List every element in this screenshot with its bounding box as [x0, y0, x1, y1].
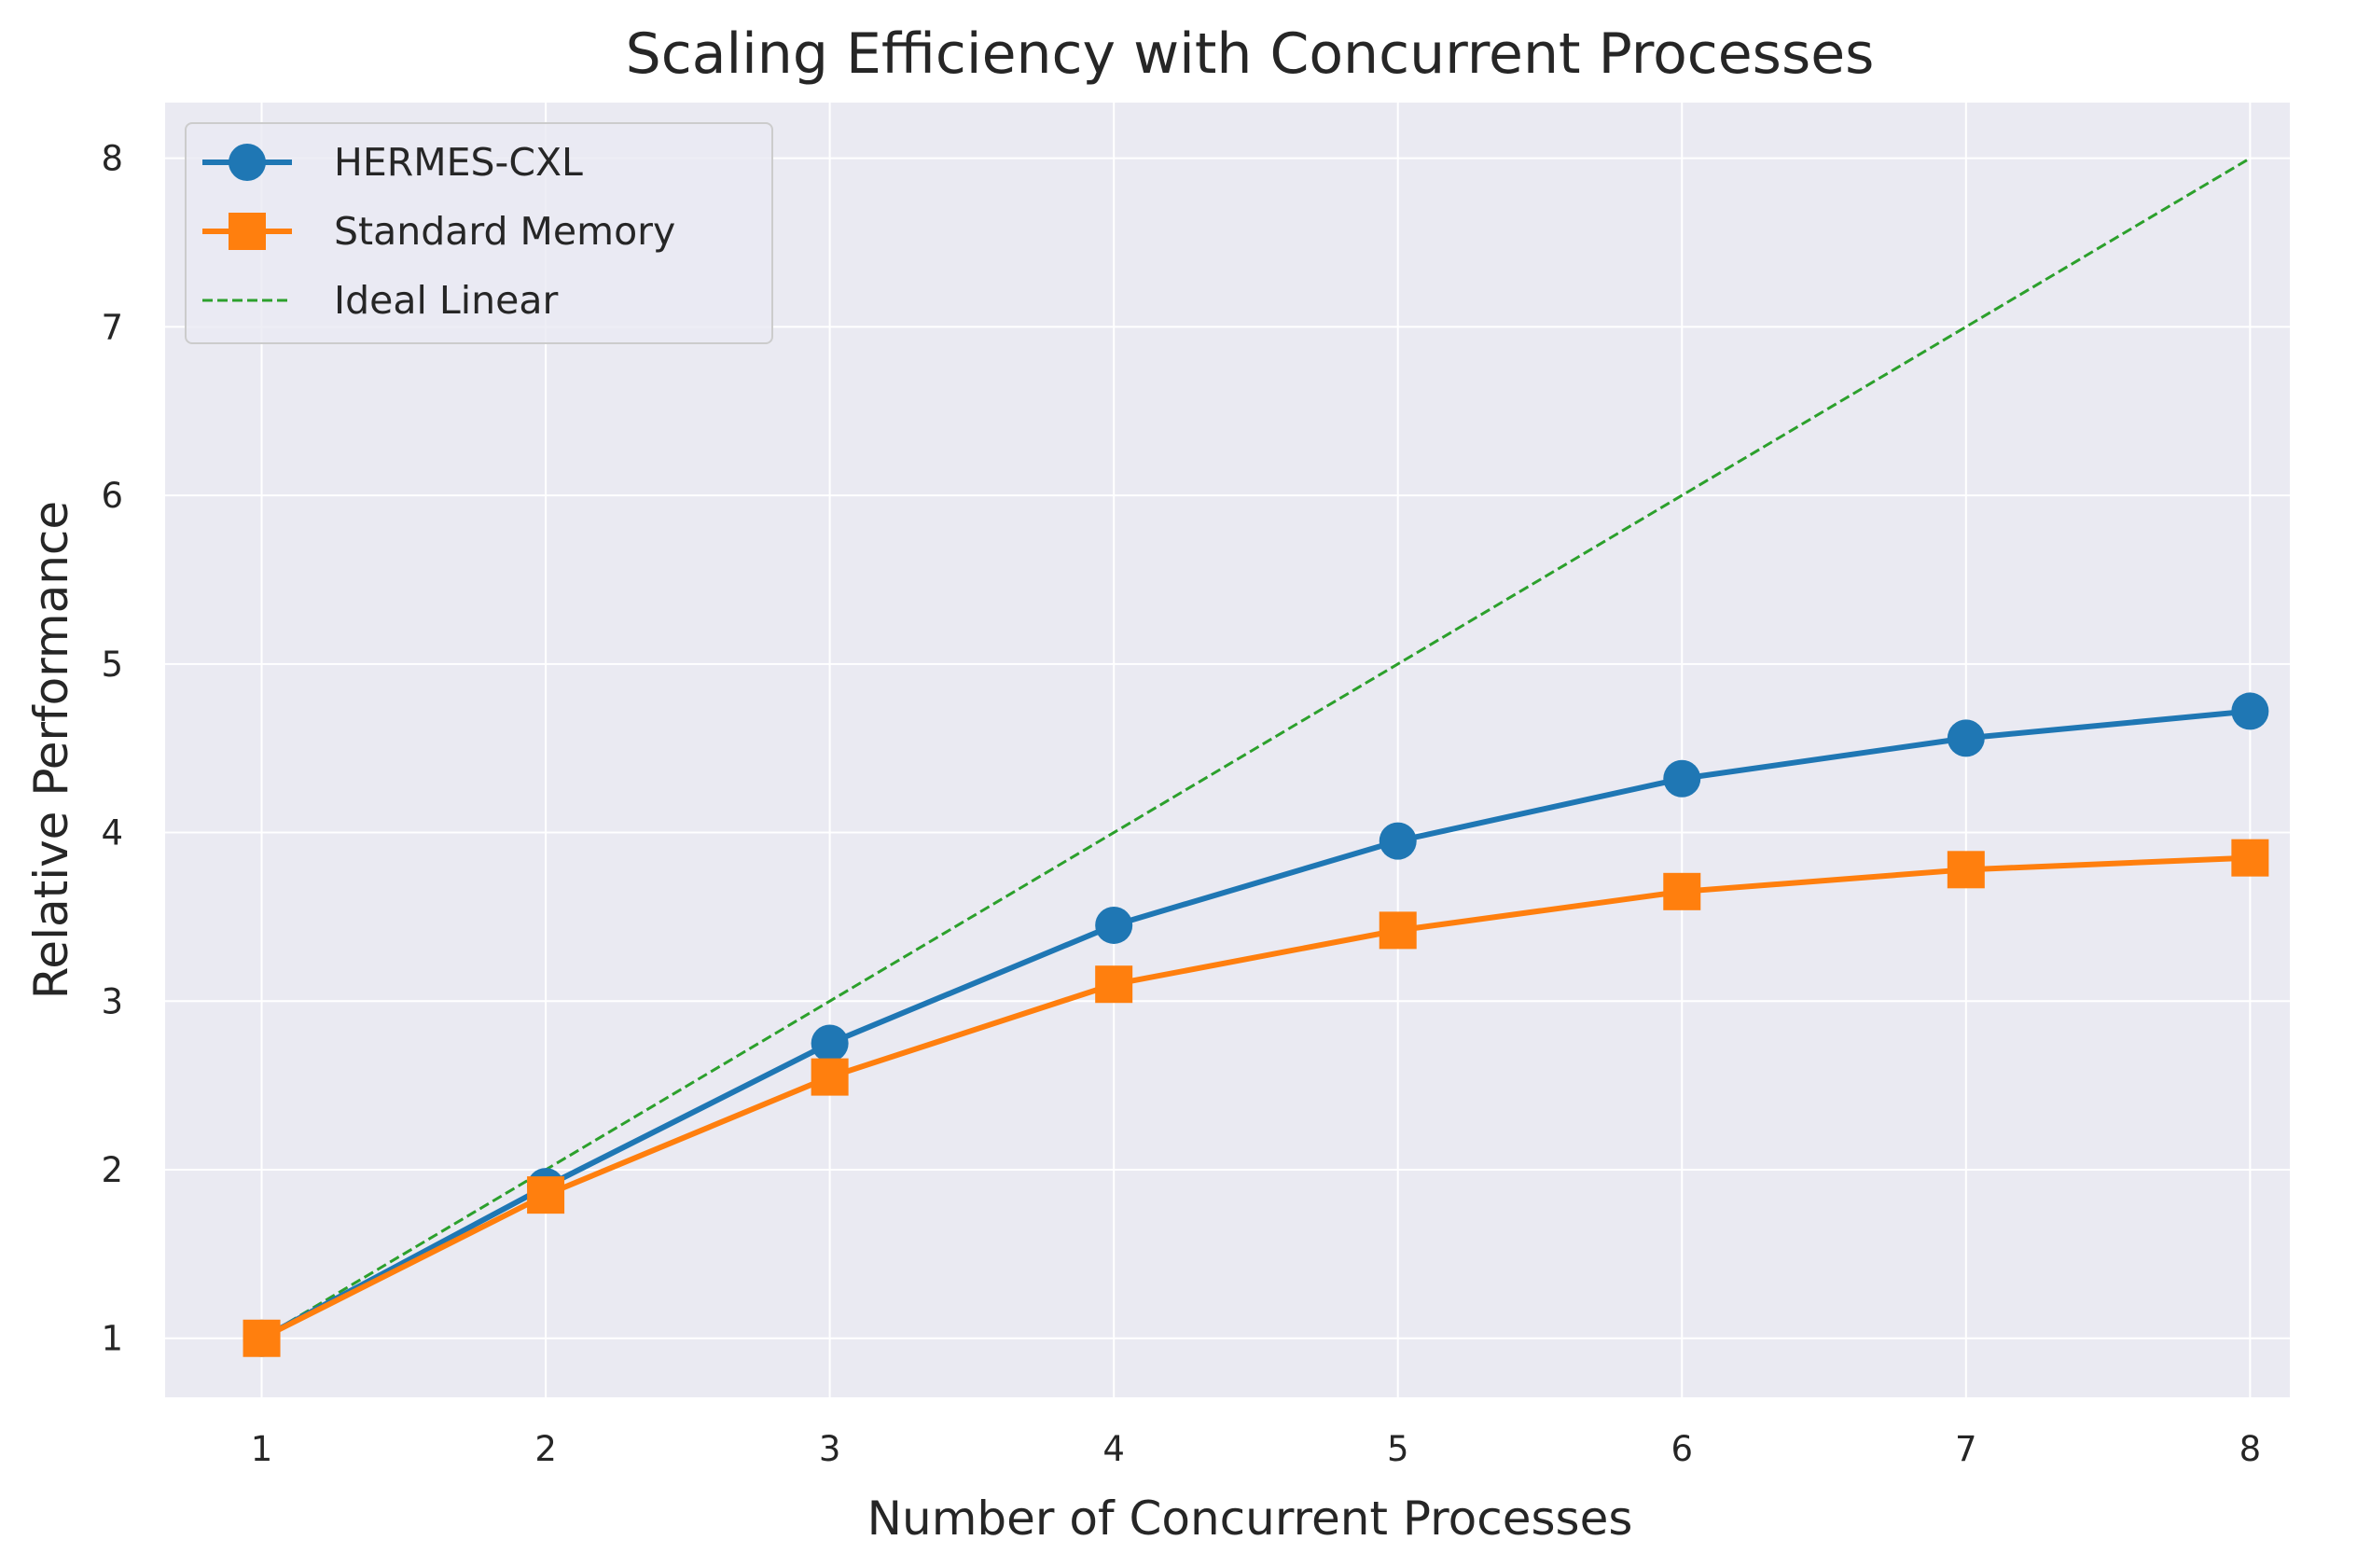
point-standard-memory: [527, 1176, 565, 1214]
point-standard-memory: [1947, 851, 1985, 889]
y-tick-label: 2: [101, 1150, 123, 1190]
series-layer: [243, 157, 2269, 1357]
legend-entries: HERMES-CXL Standard Memory Ideal Linear: [202, 140, 675, 323]
legend-label-standard-memory: Standard Memory: [334, 209, 675, 254]
point-hermes-cxl: [1947, 719, 1985, 757]
y-tick-label: 6: [101, 476, 123, 516]
legend-marker-hermes-cxl: [229, 144, 266, 181]
point-standard-memory: [1095, 965, 1133, 1004]
point-standard-memory: [1379, 911, 1417, 950]
series-line-hermes-cxl: [260, 708, 2251, 1341]
y-tick-label: 1: [101, 1319, 123, 1359]
legend-box: [185, 122, 773, 344]
point-hermes-cxl: [1663, 759, 1701, 798]
point-standard-memory: [811, 1058, 849, 1096]
y-tick-label: 8: [101, 139, 123, 179]
legend: HERMES-CXL Standard Memory Ideal Linear: [185, 122, 773, 344]
x-tick-label: 7: [1955, 1429, 1977, 1469]
x-axis-label: Number of Concurrent Processes: [867, 1492, 1633, 1546]
x-tick-label: 3: [819, 1429, 841, 1469]
x-tick-label: 4: [1102, 1429, 1125, 1469]
tick-labels: 1 2 3 4 5 6 7 8 1 2 3 4 5 6 7 8: [101, 139, 2261, 1469]
point-hermes-cxl: [811, 1024, 849, 1062]
grid: [165, 103, 2290, 1397]
x-tick-label: 1: [251, 1429, 273, 1469]
y-tick-label: 7: [101, 307, 123, 347]
point-standard-memory: [2231, 839, 2269, 877]
x-tick-label: 2: [534, 1429, 557, 1469]
x-tick-label: 8: [2239, 1429, 2262, 1469]
point-hermes-cxl: [1095, 906, 1133, 944]
point-standard-memory: [243, 1319, 281, 1357]
legend-label-hermes-cxl: HERMES-CXL: [334, 140, 583, 185]
legend-marker-standard-memory: [229, 213, 266, 250]
series-line-standard-memory: [260, 854, 2251, 1341]
legend-label-ideal-linear: Ideal Linear: [334, 278, 558, 323]
chart-title: Scaling Efficiency with Concurrent Proce…: [626, 21, 1875, 87]
x-tick-label: 6: [1671, 1429, 1693, 1469]
y-axis-label: Relative Performance: [24, 501, 78, 999]
y-tick-label: 3: [101, 981, 123, 1021]
point-hermes-cxl: [2231, 692, 2269, 730]
y-tick-label: 4: [101, 813, 123, 853]
point-standard-memory: [1663, 872, 1701, 910]
y-tick-label: 5: [101, 645, 123, 685]
series-line-ideal-linear: [260, 157, 2252, 1340]
point-hermes-cxl: [1379, 822, 1417, 860]
x-tick-label: 5: [1387, 1429, 1409, 1469]
